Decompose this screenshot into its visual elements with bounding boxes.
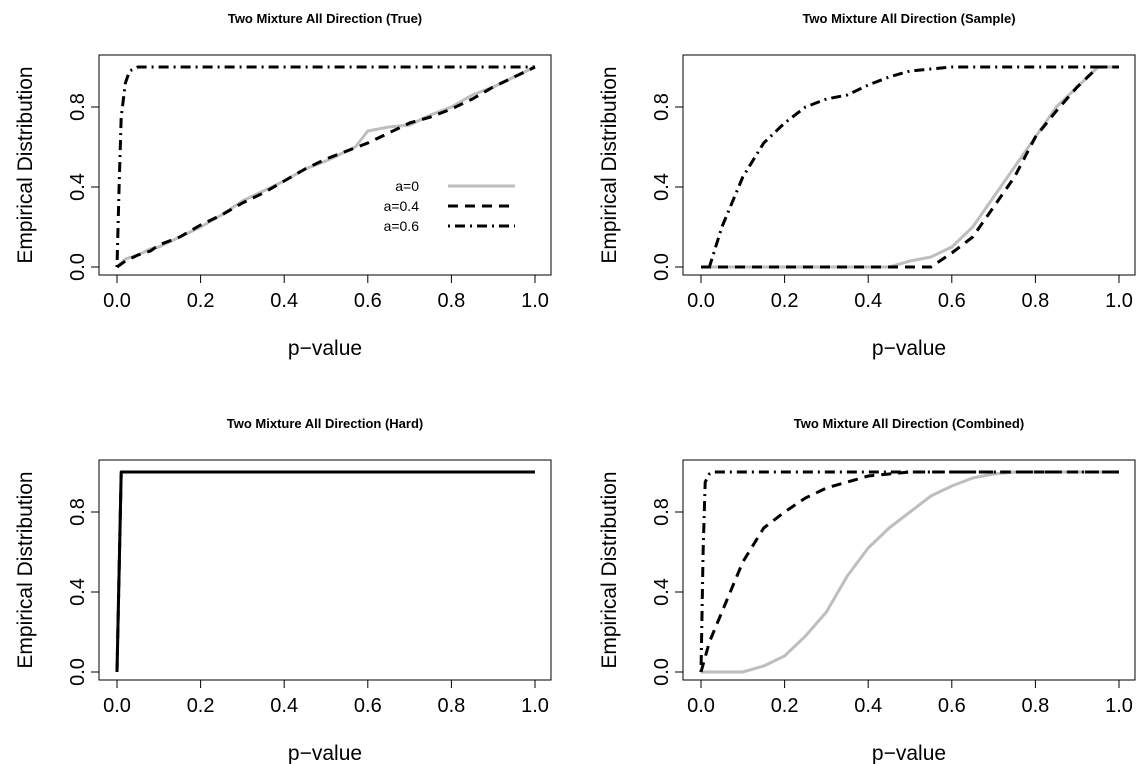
x-tick-label: 1.0 [1105, 695, 1133, 717]
x-tick-label: 0.6 [354, 695, 382, 717]
panel-2: Two Mixture All Direction (Sample) 0.0 0.2… [598, 11, 1136, 360]
x-tick-label: 0.4 [270, 290, 298, 312]
x-tick-label: 0.8 [437, 290, 465, 312]
series-line-a-0-4 [116, 65, 536, 269]
series-line-a-0 [701, 470, 1119, 674]
y-axis-label: Empirical Distribution [14, 66, 37, 263]
legend-label: a=0.6 [384, 218, 420, 234]
x-tick-label: 0.6 [938, 290, 966, 312]
series-line-a-0-6 [115, 470, 535, 673]
y-axis-label: Empirical Distribution [14, 471, 37, 668]
y-tick-label: 0.0 [651, 658, 673, 686]
y-tick-label: 0.0 [67, 658, 89, 686]
x-tick-label: 1.0 [1105, 290, 1133, 312]
x-tick-label: 0.4 [854, 695, 882, 717]
y-tick-label: 0.8 [651, 498, 673, 526]
y-tick-label: 0.0 [651, 253, 673, 281]
x-tick-label: 1.0 [521, 695, 549, 717]
x-axis-label: p−value [288, 337, 362, 360]
x-tick-label: 0.0 [687, 290, 715, 312]
y-tick-label: 0.0 [67, 253, 89, 281]
x-tick-label: 0.0 [687, 695, 715, 717]
x-tick-label: 0.2 [771, 695, 799, 717]
x-tick-label: 0.8 [437, 695, 465, 717]
y-axis-label: Empirical Distribution [598, 66, 621, 263]
x-tick-label: 0.8 [1021, 290, 1049, 312]
legend-label: a=0 [395, 178, 419, 194]
series-line-a-0-4 [701, 65, 1119, 269]
x-axis-label: p−value [288, 742, 362, 764]
plot-frame [98, 54, 552, 276]
y-axis-label: Empirical Distribution [598, 471, 621, 668]
y-tick-label: 0.8 [651, 93, 673, 121]
series-line-a-0-6 [699, 470, 1119, 673]
x-tick-label: 0.4 [854, 290, 882, 312]
x-tick-label: 0.6 [938, 695, 966, 717]
y-tick-label: 0.4 [67, 578, 89, 606]
x-tick-label: 0.0 [103, 695, 131, 717]
chart-title: Two Mixture All Direction (True) [228, 11, 422, 26]
series-line-a-0-4 [115, 470, 535, 673]
y-tick-label: 0.4 [651, 578, 673, 606]
plot-frame [682, 54, 1136, 276]
x-tick-label: 0.8 [1021, 695, 1049, 717]
panel-4: Two Mixture All Direction (Combined) 0.0 0… [598, 416, 1136, 764]
y-tick-label: 0.8 [67, 93, 89, 121]
series-line-a-0 [701, 65, 1119, 269]
x-tick-label: 0.2 [187, 290, 215, 312]
chart-title: Two Mixture All Direction (Hard) [227, 416, 423, 431]
chart-title: Two Mixture All Direction (Sample) [802, 11, 1015, 26]
x-tick-label: 0.6 [354, 290, 382, 312]
x-axis-label: p−value [872, 742, 946, 764]
x-tick-label: 0.2 [771, 290, 799, 312]
series-line-a-0-4 [699, 470, 1119, 673]
y-tick-label: 0.4 [67, 173, 89, 201]
panel-1: Two Mixture All Direction (True) 0.0 0.2 0.… [14, 11, 552, 360]
x-tick-label: 1.0 [521, 290, 549, 312]
x-tick-label: 0.4 [270, 695, 298, 717]
plot-frame [682, 459, 1136, 681]
series-line-a-0-6 [115, 65, 535, 268]
panel-3: Two Mixture All Direction (Hard) 0.0 0.2 0.… [14, 416, 552, 764]
y-tick-label: 0.4 [651, 173, 673, 201]
y-tick-label: 0.8 [67, 498, 89, 526]
x-tick-label: 0.2 [187, 695, 215, 717]
x-axis-label: p−value [872, 337, 946, 360]
series-line-a-0-6 [701, 65, 1119, 269]
series-line-a-0 [115, 470, 535, 673]
x-tick-label: 0.0 [103, 290, 131, 312]
chart-title: Two Mixture All Direction (Combined) [794, 416, 1024, 431]
legend-label: a=0.4 [384, 198, 420, 214]
plot-frame [98, 459, 552, 681]
